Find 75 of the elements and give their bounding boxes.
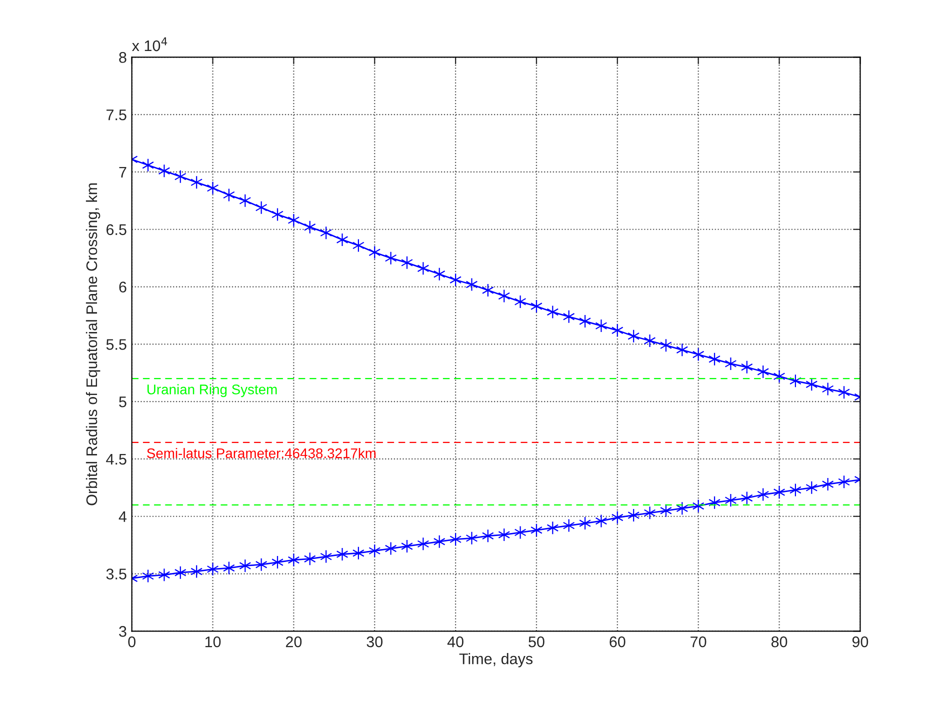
point xyxy=(368,246,381,260)
point xyxy=(838,475,850,489)
point xyxy=(595,319,608,333)
point xyxy=(546,521,559,535)
point xyxy=(142,158,154,172)
point xyxy=(692,348,704,362)
point xyxy=(222,561,235,575)
point xyxy=(174,566,186,580)
y-tick-label: 3 xyxy=(119,626,126,637)
x-tick-label: 10 xyxy=(205,636,221,648)
ref-line-label: Uranian Ring System xyxy=(147,384,277,398)
point xyxy=(433,267,446,281)
text: x 10$^{4}$ xyxy=(132,37,168,52)
y-tick-label: 7 xyxy=(119,167,126,178)
point xyxy=(384,542,397,556)
x-tick-label: 40 xyxy=(447,636,464,648)
point xyxy=(239,558,252,573)
point xyxy=(190,564,203,578)
point xyxy=(158,568,170,582)
point xyxy=(174,170,186,184)
point xyxy=(417,262,430,276)
y-tick-label: 6.5 xyxy=(106,224,126,236)
point xyxy=(482,283,494,298)
x-tick-label: 20 xyxy=(286,636,302,648)
point xyxy=(368,544,381,558)
y-axis-title: Orbital Radius of Equatorial Plane Crossing, km xyxy=(86,183,100,506)
x-tick-label: 30 xyxy=(366,636,383,648)
point xyxy=(773,485,786,500)
point xyxy=(822,382,834,396)
point xyxy=(206,562,219,576)
y-tick-label: 7.5 xyxy=(106,110,126,120)
point xyxy=(255,558,268,572)
y-tick-label: 5 xyxy=(119,396,126,408)
point xyxy=(514,294,526,309)
point xyxy=(562,310,575,324)
point xyxy=(336,232,348,247)
y-tick-label: 3.5 xyxy=(106,568,126,580)
point xyxy=(466,531,478,545)
x-tick-label: 0 xyxy=(128,636,136,648)
y-tick-label: 8 xyxy=(119,52,126,63)
point xyxy=(611,324,624,338)
point xyxy=(158,164,170,178)
x-tick-label: 80 xyxy=(771,636,788,648)
point xyxy=(384,251,397,265)
point xyxy=(239,194,252,208)
point xyxy=(466,278,478,292)
point xyxy=(644,334,656,348)
point xyxy=(304,552,316,566)
x-tick-label: 60 xyxy=(610,636,626,648)
point xyxy=(272,208,284,222)
x-tick-label: 50 xyxy=(528,636,544,648)
point xyxy=(595,514,608,528)
annotation: Semi-latus Parameter:46438.3217km xyxy=(147,448,376,458)
x-axis-title: Time, days xyxy=(459,653,533,668)
point xyxy=(320,550,332,564)
x-tick-label: 90 xyxy=(852,636,868,648)
y-tick-label: 4.5 xyxy=(106,454,126,465)
point xyxy=(789,483,802,497)
point xyxy=(773,370,786,384)
point xyxy=(142,569,154,583)
point xyxy=(433,534,446,548)
point xyxy=(514,526,526,540)
point xyxy=(336,547,348,562)
point xyxy=(288,213,300,227)
y-tick-label: 4 xyxy=(118,511,127,522)
y-tick-label: 6 xyxy=(119,282,126,292)
y-tick-label: 5.5 xyxy=(106,339,126,350)
point xyxy=(206,181,219,195)
point xyxy=(708,352,720,366)
x-tick-label: 70 xyxy=(690,636,706,648)
point xyxy=(644,506,656,520)
point xyxy=(628,508,640,522)
point xyxy=(304,220,316,234)
point xyxy=(724,356,737,370)
point xyxy=(724,493,737,508)
